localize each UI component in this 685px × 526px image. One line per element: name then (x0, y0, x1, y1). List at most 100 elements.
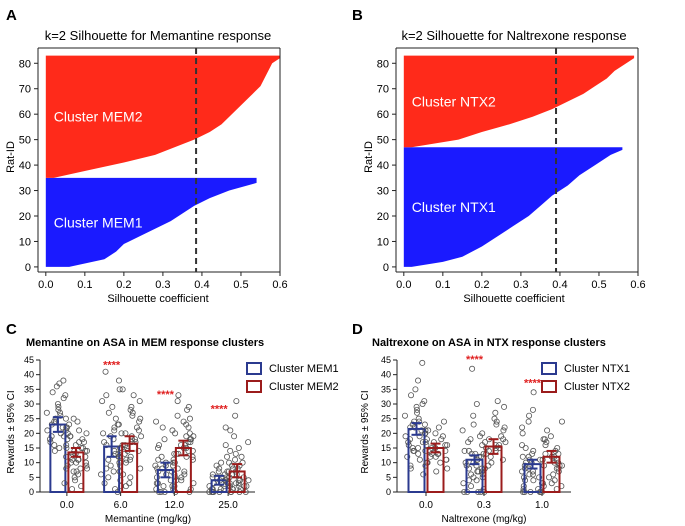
data-point (245, 477, 252, 484)
cluster-label-2: Cluster MEM2 (54, 109, 143, 125)
data-point (548, 480, 555, 487)
data-point (48, 433, 55, 440)
data-point (155, 456, 162, 463)
y-tick-label: 30 (381, 399, 391, 409)
x-tick-label: 25.0 (218, 500, 238, 511)
data-point (494, 398, 501, 405)
data-point (558, 418, 565, 425)
cluster-area-2 (403, 55, 635, 148)
cluster-label-2: Cluster NTX2 (412, 93, 496, 109)
data-point (209, 471, 216, 478)
data-point (128, 403, 135, 410)
significance-marker: **** (211, 404, 229, 416)
y-tick-label: 30 (377, 186, 389, 198)
data-point (175, 392, 182, 399)
data-point (226, 459, 233, 466)
data-point (186, 415, 193, 422)
data-point (135, 447, 142, 454)
x-axis-label-d: Naltrexone (mg/kg) (441, 514, 526, 525)
data-point (49, 389, 56, 396)
data-point (64, 424, 71, 431)
data-point (115, 377, 122, 384)
data-point (133, 424, 140, 431)
data-point (227, 427, 234, 434)
y-tick-label: 70 (19, 84, 31, 96)
data-point (473, 477, 480, 484)
significance-marker: **** (524, 377, 542, 389)
y-tick-label: 20 (381, 428, 391, 438)
y-tick-label: 20 (377, 211, 389, 223)
data-point (493, 421, 500, 428)
data-point (470, 421, 477, 428)
data-point (488, 459, 495, 466)
data-point (419, 400, 426, 407)
data-point (235, 480, 242, 487)
data-point (161, 436, 168, 443)
data-point (542, 442, 549, 449)
data-point (54, 400, 61, 407)
data-point (487, 453, 494, 460)
data-point (473, 400, 480, 407)
x-tick-label: 0.4 (194, 279, 209, 291)
data-point (437, 459, 444, 466)
data-point (475, 468, 482, 475)
data-point (75, 471, 82, 478)
data-point (160, 483, 167, 490)
data-point (111, 427, 118, 434)
data-point (62, 415, 69, 422)
data-point (135, 427, 142, 434)
data-point (73, 468, 80, 475)
y-axis-label-a: Rat-ID (5, 141, 17, 173)
data-point (118, 430, 125, 437)
y-tick-label: 10 (377, 236, 389, 248)
x-tick-label: 0.0 (419, 500, 433, 511)
data-point (127, 474, 134, 481)
x-axis-label-a: Silhouette coefficient (107, 293, 208, 305)
data-point (159, 424, 166, 431)
data-point (468, 483, 475, 490)
data-point (44, 427, 51, 434)
data-point (130, 392, 137, 399)
y-tick-label: 30 (19, 186, 31, 198)
data-point (439, 433, 446, 440)
y-tick-label: 40 (19, 160, 31, 172)
data-point (519, 453, 526, 460)
y-tick-label: 40 (377, 160, 389, 172)
data-point (185, 424, 192, 431)
data-point (100, 430, 107, 437)
data-point (435, 424, 442, 431)
data-point (404, 453, 411, 460)
data-point (224, 453, 231, 460)
data-point (546, 474, 553, 481)
y-tick-label: 15 (24, 443, 34, 453)
x-tick-label: 1.0 (535, 500, 549, 511)
data-point (185, 403, 192, 410)
data-point (76, 427, 83, 434)
data-point (156, 442, 163, 449)
x-tick-label: 0.6 (630, 279, 645, 291)
data-point (406, 436, 413, 443)
panel-c: C Memantine on ASA in MEM response clust… (6, 321, 339, 525)
x-tick-label: 0.6 (272, 279, 287, 291)
data-point (187, 436, 194, 443)
data-point (153, 418, 160, 425)
y-tick-label: 0 (29, 487, 34, 497)
data-point (551, 477, 558, 484)
y-tick-label: 15 (381, 443, 391, 453)
y-tick-label: 80 (377, 58, 389, 70)
data-point (433, 468, 440, 475)
data-point (98, 471, 105, 478)
data-point (105, 474, 112, 481)
data-point (152, 462, 159, 469)
data-point (526, 412, 533, 419)
data-point (84, 465, 91, 472)
data-point (63, 442, 70, 449)
data-point (99, 398, 106, 405)
data-point (83, 430, 90, 437)
data-point (55, 406, 62, 413)
data-point (72, 477, 79, 484)
data-point (174, 398, 181, 405)
data-point (233, 398, 240, 405)
x-tick-label: 0.3 (155, 279, 170, 291)
data-point (541, 436, 548, 443)
